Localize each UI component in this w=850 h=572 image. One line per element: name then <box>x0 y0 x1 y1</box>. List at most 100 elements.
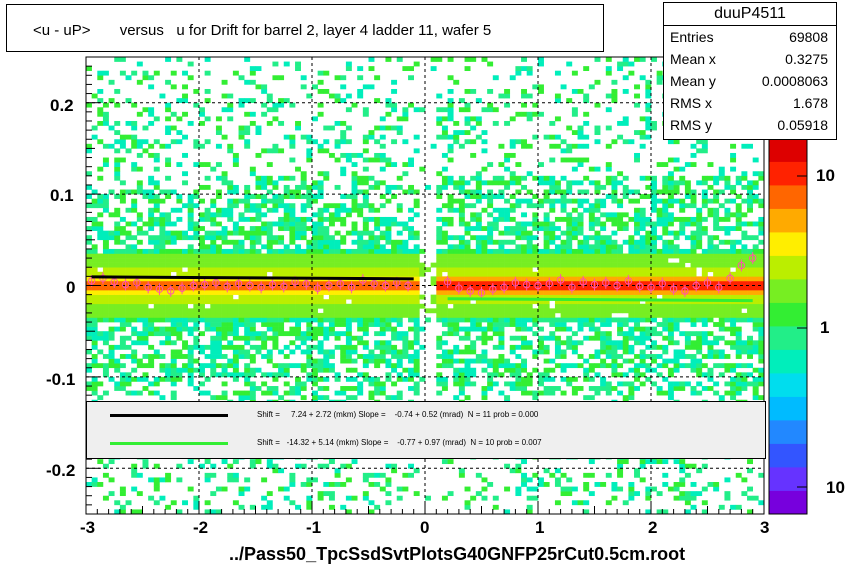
heatmap-cell <box>639 57 646 62</box>
heatmap-cell <box>306 495 313 501</box>
heatmap-cell <box>170 207 177 213</box>
heatmap-cell <box>283 495 290 501</box>
heatmap-cell <box>182 180 188 186</box>
heatmap-cell <box>249 207 256 213</box>
heatmap-cell <box>131 299 138 305</box>
heatmap-cell <box>312 226 318 231</box>
heatmap-cell <box>193 162 200 167</box>
heatmap-cell <box>651 226 657 231</box>
heatmap-cell <box>278 486 285 492</box>
heatmap-cell <box>249 194 256 199</box>
heatmap-cell <box>159 303 166 309</box>
heatmap-cell <box>385 262 392 268</box>
heatmap-cell <box>464 363 471 369</box>
heatmap-cell <box>102 303 109 309</box>
heatmap-cell <box>504 280 511 286</box>
heatmap-cell <box>334 344 341 350</box>
heatmap-cell <box>441 276 448 282</box>
heatmap-cell <box>617 171 624 177</box>
heatmap-cell <box>204 244 211 250</box>
heatmap-cell <box>396 376 403 382</box>
heatmap-cell <box>690 244 697 250</box>
heatmap-cell <box>521 262 527 268</box>
heatmap-cell <box>447 322 454 327</box>
heatmap-cell <box>385 395 392 401</box>
heatmap-cell <box>436 93 443 99</box>
heatmap-cell <box>645 134 652 140</box>
heatmap-cell <box>464 299 471 305</box>
heatmap-cell <box>470 294 477 300</box>
heatmap-cell <box>182 98 188 103</box>
heatmap-cell <box>498 253 505 259</box>
heatmap-cell <box>566 180 573 186</box>
heatmap-cell <box>667 372 674 378</box>
heatmap-cell <box>667 290 674 295</box>
heatmap-cell <box>667 248 674 254</box>
heatmap-cell <box>261 317 268 323</box>
heatmap-cell <box>651 230 657 236</box>
heatmap-cell <box>622 212 629 218</box>
heatmap-cell <box>532 248 539 254</box>
heatmap-cell <box>441 134 448 140</box>
heatmap-cell <box>323 216 330 222</box>
heatmap-cell <box>114 308 121 314</box>
heatmap-cell <box>153 258 160 263</box>
heatmap-cell <box>86 258 92 263</box>
heatmap-cell <box>86 363 92 369</box>
heatmap-cell <box>385 299 392 305</box>
heatmap-cell <box>701 308 708 314</box>
heatmap-cell <box>515 235 522 241</box>
heatmap-cell <box>374 184 381 190</box>
heatmap-cell <box>583 376 590 382</box>
heatmap-cell <box>165 331 172 337</box>
heatmap-cell <box>509 367 516 373</box>
heatmap-cell <box>481 477 488 483</box>
heatmap-cell <box>611 367 618 373</box>
heatmap-cell <box>379 134 386 140</box>
heatmap-cell <box>436 216 443 222</box>
heatmap-cell <box>690 203 697 209</box>
heatmap-cell <box>379 244 386 250</box>
heatmap-cell <box>662 299 669 305</box>
heatmap-cell <box>385 102 392 108</box>
heatmap-cell <box>283 194 290 199</box>
heatmap-cell <box>272 344 279 350</box>
heatmap-cell <box>244 340 251 346</box>
heatmap-cell <box>441 363 448 369</box>
heatmap-cell <box>690 354 697 359</box>
heatmap-cell <box>323 335 330 341</box>
heatmap-cell <box>521 102 527 108</box>
heatmap-cell <box>328 312 335 318</box>
heatmap-cell <box>594 372 601 378</box>
heatmap-cell <box>526 303 533 309</box>
heatmap-cell <box>571 312 578 318</box>
heatmap-cell <box>521 143 527 149</box>
heatmap-cell <box>594 482 601 487</box>
heatmap-cell <box>481 248 488 254</box>
heatmap-cell <box>385 125 392 131</box>
heatmap-cell <box>91 216 98 222</box>
heatmap-cell <box>148 262 155 268</box>
heatmap-cell <box>114 230 121 236</box>
heatmap-cell <box>97 198 104 204</box>
heatmap-cell <box>515 335 522 341</box>
heatmap-cell <box>295 184 301 190</box>
heatmap-cell <box>628 258 635 263</box>
heatmap-cell <box>102 207 109 213</box>
heatmap-cell <box>182 312 188 318</box>
heatmap-cell <box>323 248 330 254</box>
heatmap-cell <box>131 312 138 318</box>
heatmap-cell <box>312 184 318 190</box>
heatmap-cell <box>312 303 318 309</box>
heatmap-cell <box>295 504 301 510</box>
heatmap-cell <box>232 326 239 332</box>
heatmap-cell <box>317 258 324 263</box>
heatmap-cell <box>278 331 285 337</box>
heatmap-cell <box>588 386 595 391</box>
heatmap-cell <box>684 280 691 286</box>
heatmap-cell <box>362 107 369 113</box>
heatmap-cell <box>86 271 92 277</box>
heatmap-cell <box>362 111 369 117</box>
heatmap-cell <box>312 395 318 401</box>
heatmap-cell <box>283 354 290 359</box>
